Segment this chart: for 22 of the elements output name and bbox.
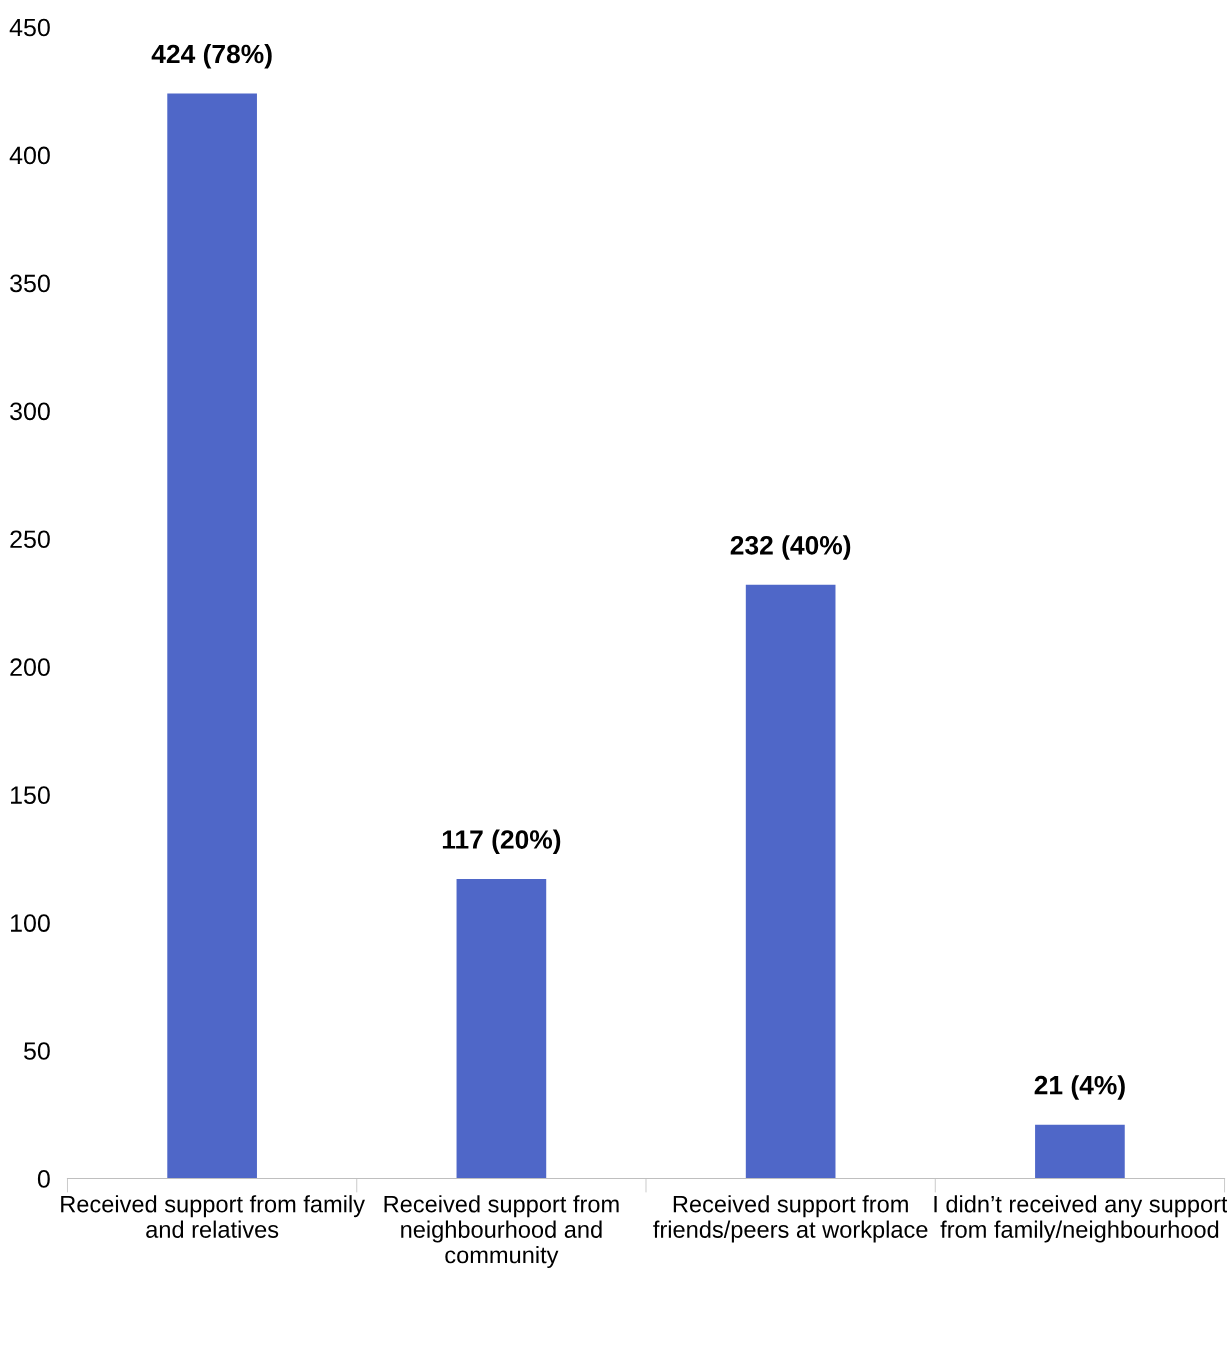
y-tick-label: 50 <box>24 1042 50 1060</box>
y-tick-label: 250 <box>10 530 50 549</box>
bar <box>456 879 547 1179</box>
bar <box>1035 1124 1125 1179</box>
y-tick-label: 150 <box>11 786 50 804</box>
y-tick-label: 450 <box>9 18 50 37</box>
data-label: 424 (78%) <box>151 43 272 69</box>
data-label: 232 (40%) <box>730 535 851 560</box>
bar <box>745 584 836 1179</box>
y-tick-label: 350 <box>10 274 50 293</box>
data-label: 21 (4%) <box>1034 1075 1125 1100</box>
y-tick-label: 0 <box>37 1170 50 1188</box>
bar <box>167 93 257 1179</box>
y-tick-label: 300 <box>10 402 50 421</box>
y-tick-label: 100 <box>11 914 50 932</box>
y-tick-label: 200 <box>10 658 50 677</box>
x-tick-label: Received support from friends/peers at workplace <box>653 1195 928 1243</box>
x-tick-label: I didn’t received any support from family/neighbourhood <box>934 1195 1227 1243</box>
x-tick-label: Received support from family and relatives <box>61 1195 365 1238</box>
x-tick-label: Received support from neighbourhood and community <box>384 1195 619 1268</box>
y-tick-label: 400 <box>9 146 50 165</box>
data-label: 117 (20%) <box>442 829 561 855</box>
